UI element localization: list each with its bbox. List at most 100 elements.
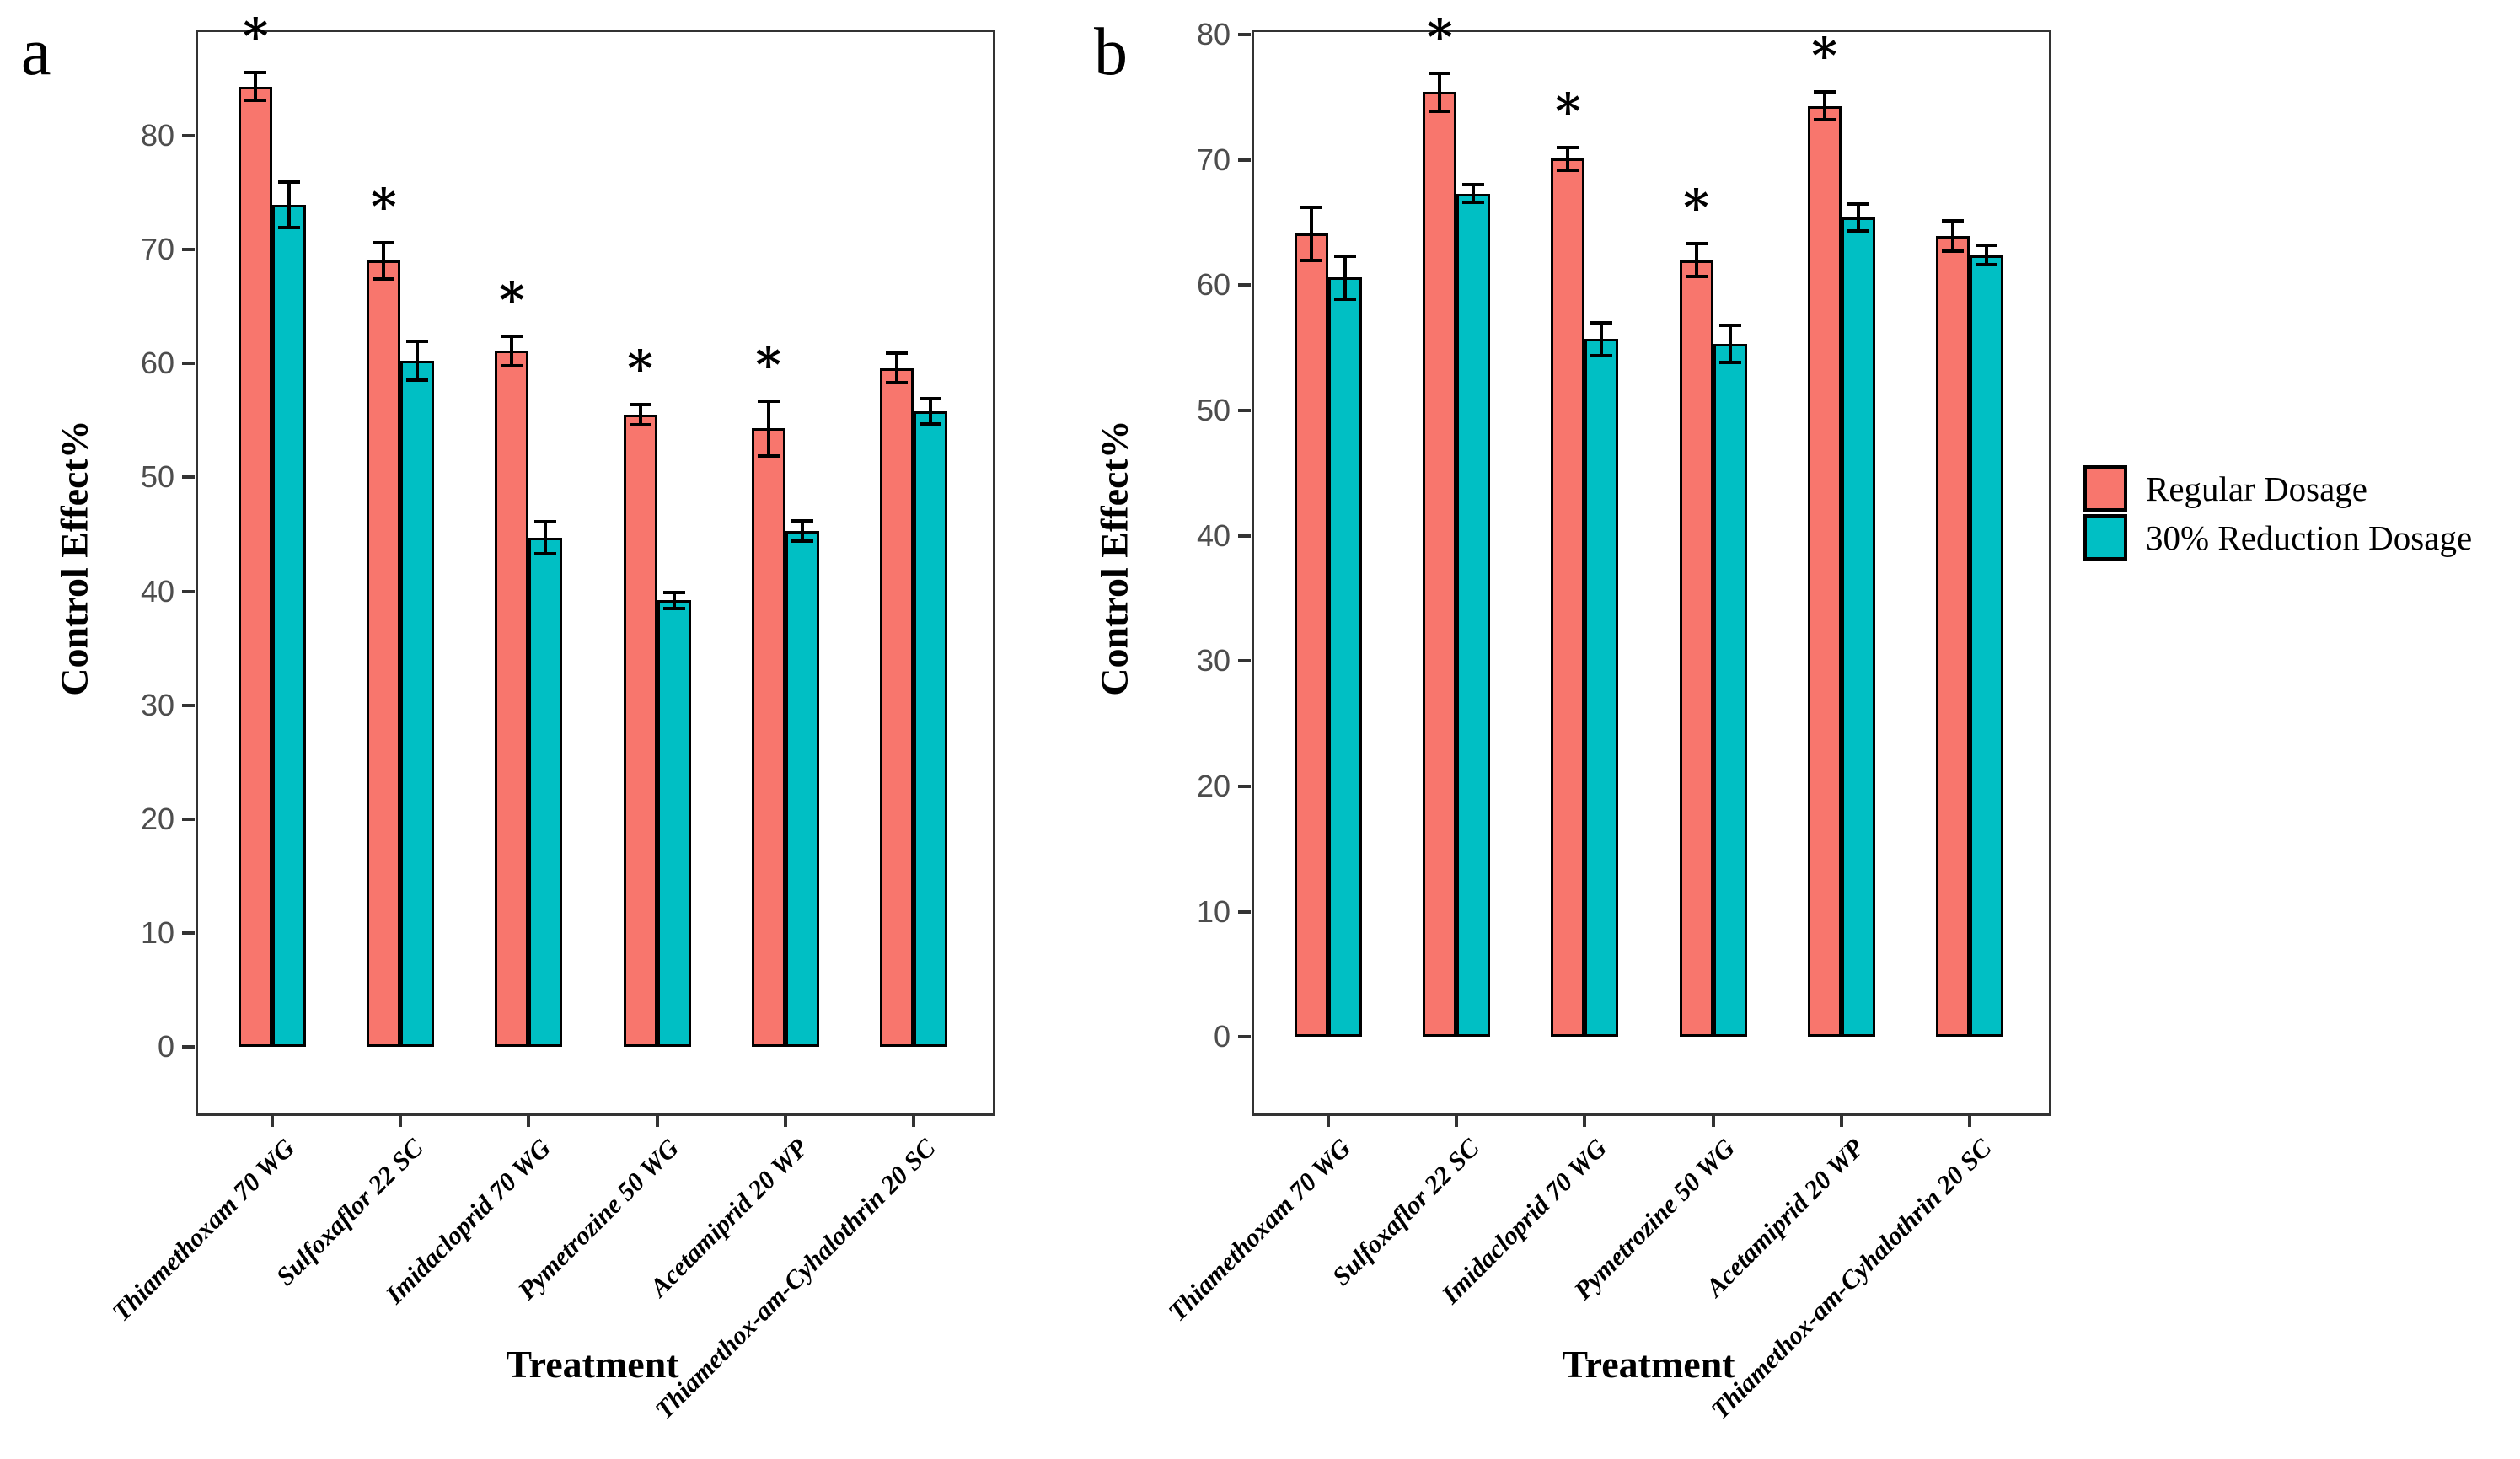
panel-a-error-bar <box>254 72 258 100</box>
panel-a-y-tick-label: 20 <box>140 801 174 836</box>
panel-a-x-tick <box>783 1114 787 1127</box>
panel-b-x-tick <box>1839 1114 1843 1127</box>
panel-b-significance-star: * <box>1811 27 1837 85</box>
panel-a-y-tick <box>182 931 195 936</box>
panel-b-error-bar-cap <box>1557 168 1579 172</box>
legend-label-regular-dosage: Regular Dosage <box>2146 469 2367 508</box>
panel-b-y-tick <box>1238 909 1251 914</box>
panel-a-error-bar-cap <box>757 453 780 458</box>
panel-b-y-tick-label: 60 <box>1196 267 1231 303</box>
panel-a-error-bar-cap <box>662 606 685 610</box>
panel-a-error-bar <box>672 592 676 609</box>
panel-a-bar-reduction-dosage <box>400 361 435 1048</box>
panel-b-x-axis-title: Treatment <box>1562 1343 1735 1386</box>
panel-b-error-bar-cap <box>1975 263 1997 267</box>
panel-b-error-bar-cap <box>1429 109 1451 113</box>
panel-b-bar-regular-dosage <box>1935 236 1970 1038</box>
panel-a-y-tick-label: 80 <box>140 117 174 153</box>
panel-a-error-bar <box>544 522 548 554</box>
panel-b-error-bar <box>1984 244 1988 266</box>
panel-b-error-bar-cap <box>1300 206 1323 210</box>
panel-a-bar-reduction-dosage <box>913 410 947 1048</box>
panel-b-error-bar-cap <box>1847 229 1869 233</box>
panel-b-bar-regular-dosage <box>1679 260 1713 1038</box>
panel-a-y-tick-label: 60 <box>140 346 174 381</box>
panel-a-error-bar-cap <box>534 520 557 524</box>
panel-b-y-tick-label: 80 <box>1196 16 1231 51</box>
panel-b-error-bar <box>1822 92 1826 121</box>
panel-a-y-tick <box>182 1045 195 1049</box>
panel-a-error-bar-cap <box>501 363 523 367</box>
panel-b-error-bar-cap <box>1975 243 1997 247</box>
panel-b-y-tick <box>1238 784 1251 788</box>
panel-a-y-tick <box>182 362 195 366</box>
panel-b-bar-regular-dosage <box>1551 158 1585 1038</box>
panel-a-bar-reduction-dosage <box>272 205 307 1048</box>
panel-a-error-bar-cap <box>406 378 429 383</box>
panel-b-y-tick-label: 30 <box>1196 643 1231 679</box>
panel-a-error-bar <box>800 520 804 542</box>
panel-a-x-tick <box>399 1114 403 1127</box>
panel-b-error-bar-cap <box>1718 323 1741 327</box>
panel-a-bar-reduction-dosage <box>785 530 819 1048</box>
panel-a-y-tick <box>182 703 195 707</box>
panel-a-error-bar-cap <box>791 518 813 523</box>
panel-b-error-bar-cap <box>1718 361 1741 365</box>
panel-a-bar-regular-dosage <box>879 367 914 1048</box>
panel-b-error-bar-cap <box>1685 242 1708 246</box>
panel-a-x-tick-label: Thiamethoxam 70 WG <box>105 1133 301 1328</box>
panel-a-bar-regular-dosage <box>367 260 401 1048</box>
panel-a-error-bar <box>766 400 770 456</box>
panel-b-x-tick <box>1711 1114 1715 1127</box>
panel-a-error-bar-cap <box>757 399 780 403</box>
panel-b-y-tick <box>1238 659 1251 663</box>
panel-a-y-tick-label: 30 <box>140 687 174 722</box>
panel-b-y-tick-label: 40 <box>1196 518 1231 553</box>
panel-b-error-bar-cap <box>1334 297 1357 301</box>
panel-b-x-tick-label: Thiamethoxam 70 WG <box>1161 1133 1357 1328</box>
panel-b-error-bar-cap <box>1590 320 1613 325</box>
panel-b-error-bar-cap <box>1462 201 1485 205</box>
panel-a-error-bar-cap <box>919 397 941 401</box>
panel-a-error-bar-cap <box>662 590 685 594</box>
panel-a-significance-star: * <box>243 8 269 66</box>
panel-b-letter: b <box>1094 15 1128 89</box>
panel-b-x-tick <box>1967 1114 1971 1127</box>
panel-b-error-bar <box>1566 147 1570 170</box>
panel-a-y-tick-label: 40 <box>140 573 174 609</box>
panel-a-error-bar-cap <box>278 180 301 185</box>
panel-a-y-tick-label: 10 <box>140 915 174 951</box>
panel-b-error-bar-cap <box>1847 201 1869 206</box>
panel-a-significance-star: * <box>755 335 781 394</box>
panel-b-error-bar-cap <box>1941 219 1964 223</box>
panel-a-error-bar-cap <box>244 98 267 102</box>
panel-a-x-tick <box>271 1114 275 1127</box>
panel-a-bar-reduction-dosage <box>528 537 563 1048</box>
panel-b-y-tick-label: 10 <box>1196 893 1231 929</box>
panel-b-error-bar-cap <box>1334 255 1357 259</box>
panel-a-error-bar <box>416 341 420 381</box>
legend-label-30-reduction-dosage: 30% Reduction Dosage <box>2146 518 2473 557</box>
panel-b-error-bar <box>1310 207 1314 260</box>
panel-a-error-bar-cap <box>885 381 908 385</box>
panel-b-error-bar <box>1694 244 1698 276</box>
panel-a-error-bar-cap <box>885 351 908 355</box>
panel-b-error-bar <box>1343 256 1348 299</box>
panel-b-y-tick-label: 70 <box>1196 142 1231 177</box>
panel-a-letter: a <box>21 15 51 89</box>
panel-b-error-bar <box>1438 73 1442 111</box>
panel-a-y-axis-title: Control Effect% <box>52 420 96 696</box>
panel-b-error-bar <box>1472 185 1476 203</box>
panel-b-y-tick-label: 20 <box>1196 768 1231 803</box>
panel-a-y-tick <box>182 817 195 821</box>
panel-a-bar-regular-dosage <box>239 86 273 1048</box>
panel-a-x-tick <box>527 1114 531 1127</box>
panel-a-y-tick <box>182 589 195 593</box>
panel-a-x-tick-label: Thiamethox-am-Cyhalothrin 20 SC <box>649 1133 941 1425</box>
panel-a-error-bar-cap <box>406 340 429 344</box>
panel-b-error-bar-cap <box>1813 90 1836 94</box>
panel-a-y-tick <box>182 247 195 251</box>
panel-b-bar-regular-dosage <box>1807 105 1842 1038</box>
panel-a-error-bar-cap <box>278 226 301 230</box>
legend-swatch-regular-dosage <box>2083 465 2127 512</box>
